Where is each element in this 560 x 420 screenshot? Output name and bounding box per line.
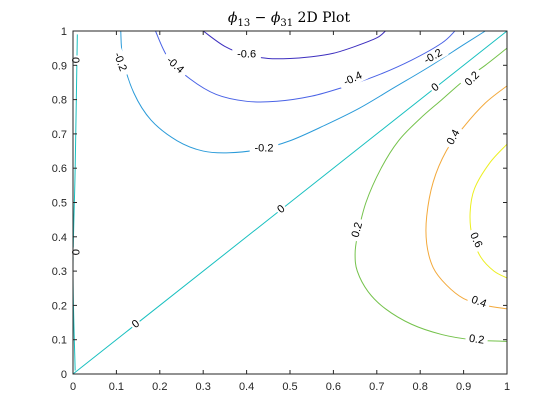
x-tick-label: 1 bbox=[504, 381, 510, 393]
contour-label-bg bbox=[428, 79, 443, 96]
contour-label-13: 0.2 bbox=[464, 332, 489, 348]
y-tick-label: 0 bbox=[61, 369, 67, 381]
y-tick-label: 0.3 bbox=[52, 266, 67, 278]
contour-line-0.4-6 bbox=[425, 85, 508, 310]
contour-label-9: -0.2 bbox=[249, 142, 279, 155]
x-tick-label: 0.8 bbox=[413, 381, 428, 393]
title-phi-2: ϕ bbox=[271, 10, 281, 26]
contour-label-text: 0.6 bbox=[467, 231, 484, 250]
contour-label-4: 0 bbox=[69, 247, 82, 257]
title-subscript-2: 31 bbox=[280, 18, 293, 29]
contour-label-text: 0.4 bbox=[470, 294, 488, 311]
x-tick-label: 0 bbox=[70, 381, 76, 393]
x-tick-label: 0.2 bbox=[152, 381, 167, 393]
y-tick-label: 0.6 bbox=[52, 163, 67, 175]
contour-label-text: 0.2 bbox=[468, 333, 485, 347]
chart-title: ϕ13 − ϕ31 2D Plot bbox=[228, 10, 351, 29]
x-tick-label: 0.9 bbox=[456, 381, 471, 393]
contour-label-text: -0.2 bbox=[255, 143, 274, 155]
title-minus: − bbox=[250, 10, 271, 26]
x-tick-label: 0.6 bbox=[326, 381, 341, 393]
contour-line-0-0 bbox=[72, 30, 508, 375]
contour-line-0.6-7 bbox=[469, 143, 508, 279]
contour-label-16: 0.6 bbox=[465, 227, 486, 253]
contour-label-bg bbox=[460, 66, 485, 92]
contour-label-layer: 00000-0.6-0.4-0.4-0.2-0.2-0.20.20.20.20.… bbox=[69, 44, 492, 348]
contour-label-bg bbox=[337, 67, 369, 91]
contour-label-bg bbox=[464, 332, 489, 348]
contour-label-bg bbox=[465, 227, 486, 253]
x-tick-label: 0.7 bbox=[369, 381, 384, 393]
contour-label-3: 0 bbox=[69, 55, 82, 65]
y-tick-label: 0.9 bbox=[52, 60, 67, 72]
contour-label-text: -0.2 bbox=[111, 51, 129, 73]
title-rest: 2D Plot bbox=[293, 10, 350, 26]
contour-label-5: -0.6 bbox=[232, 48, 261, 61]
contour-label-bg bbox=[417, 44, 449, 70]
y-tick-label: 1 bbox=[61, 26, 67, 38]
contour-label-2: 0 bbox=[428, 79, 443, 96]
contour-label-bg bbox=[249, 142, 279, 155]
contour-label-0: 0 bbox=[273, 201, 289, 218]
contour-label-8: -0.2 bbox=[109, 46, 131, 78]
contour-label-bg bbox=[232, 48, 261, 61]
contour-label-6: -0.4 bbox=[160, 51, 190, 80]
contour-label-11: 0.2 bbox=[348, 217, 366, 243]
title-subscript-1: 13 bbox=[237, 18, 250, 29]
contour-label-12: 0.2 bbox=[460, 66, 485, 92]
y-tick-label: 0.8 bbox=[52, 95, 67, 107]
contour-label-text: -0.6 bbox=[237, 48, 256, 60]
contour-label-7: -0.4 bbox=[337, 67, 369, 91]
contour-line-0-1 bbox=[72, 34, 78, 371]
contour-line--0.6-2 bbox=[202, 30, 386, 60]
axis-ticks: 0 0.1 0.2 0.3 0.4 0.5 0.6 0.7 0.8 0.9 1 0 0.1 0.2 0.3 0… bbox=[52, 26, 510, 393]
y-tick-label: 0.4 bbox=[52, 232, 67, 244]
contour-label-text: 0 bbox=[69, 249, 81, 255]
contour-label-bg bbox=[69, 247, 82, 257]
contour-label-bg bbox=[466, 292, 492, 312]
contour-label-14: 0.4 bbox=[443, 124, 465, 150]
title-phi-1: ϕ bbox=[228, 10, 238, 26]
contour-label-bg bbox=[109, 46, 131, 78]
contour-label-15: 0.4 bbox=[466, 292, 492, 312]
y-tick-label: 0.7 bbox=[52, 129, 67, 141]
contour-label-bg bbox=[443, 124, 465, 150]
x-tick-label: 0.5 bbox=[282, 381, 297, 393]
x-tick-label: 0.4 bbox=[239, 381, 254, 393]
contour-label-bg bbox=[128, 316, 144, 332]
contour-label-bg bbox=[273, 201, 289, 218]
x-tick-label: 0.3 bbox=[196, 381, 211, 393]
y-tick-label: 0.1 bbox=[52, 335, 67, 347]
contour-label-text: 0 bbox=[69, 57, 81, 63]
x-tick-label: 0.1 bbox=[109, 381, 124, 393]
y-tick-label: 0.5 bbox=[52, 198, 67, 210]
contour-label-bg bbox=[160, 51, 190, 80]
contour-label-bg bbox=[348, 217, 366, 243]
contour-label-1: 0 bbox=[128, 316, 144, 332]
contour-label-bg bbox=[69, 55, 82, 65]
contour-line--0.4-3 bbox=[155, 30, 456, 103]
contour-label-text: 0.2 bbox=[350, 221, 366, 239]
y-tick-label: 0.2 bbox=[52, 300, 67, 312]
